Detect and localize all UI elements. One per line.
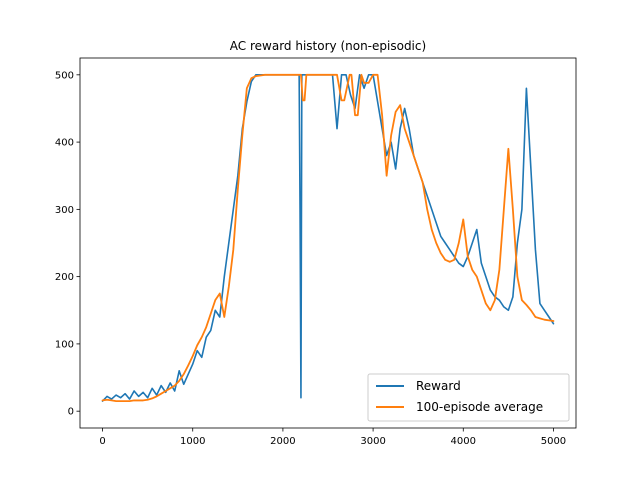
y-tick-label: 200 <box>55 272 74 283</box>
plot-area <box>79 57 577 429</box>
chart-title: AC reward history (non-episodic) <box>230 39 426 53</box>
y-tick-label: 100 <box>55 339 74 350</box>
y-tick-label: 300 <box>55 205 74 216</box>
average-series-line <box>101 73 555 402</box>
legend-box <box>367 373 570 422</box>
legend-average-label: 100-episode average <box>416 400 543 414</box>
legend: Reward 100-episode average <box>367 373 570 422</box>
plot-frame <box>79 57 577 429</box>
x-tick-label: 2000 <box>270 436 295 447</box>
x-tick-label: 5000 <box>541 436 566 447</box>
x-tick-label: 3000 <box>360 436 385 447</box>
x-tick-label: 1000 <box>180 436 205 447</box>
x-tick-label: 4000 <box>451 436 476 447</box>
x-axis: 0 1000 2000 3000 4000 5000 <box>99 428 566 447</box>
series-layer <box>101 73 555 402</box>
y-tick-label: 400 <box>55 138 74 149</box>
x-tick-label: 0 <box>99 436 105 447</box>
y-tick-label: 500 <box>55 70 74 81</box>
y-axis: 0 100 200 300 400 500 <box>55 70 80 418</box>
plot-background <box>80 58 576 428</box>
y-tick-label: 0 <box>68 407 74 418</box>
legend-reward-label: Reward <box>416 379 461 393</box>
